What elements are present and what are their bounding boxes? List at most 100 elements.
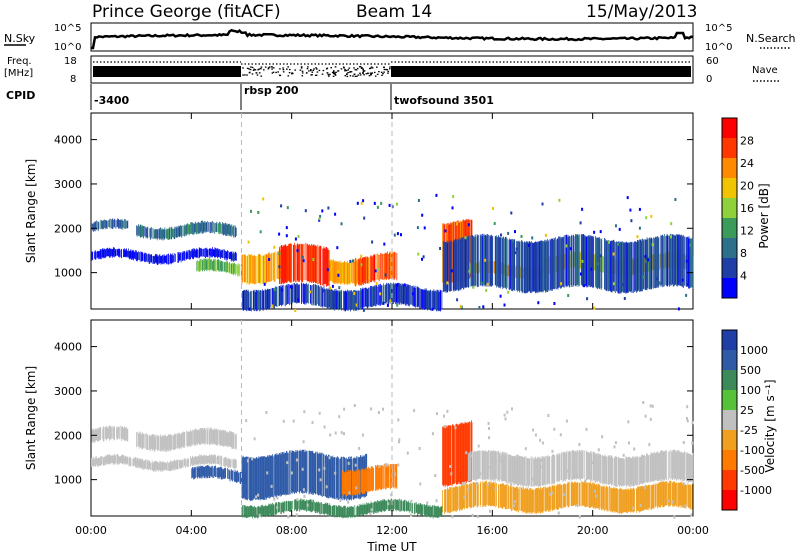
range-time-cell [400, 283, 402, 305]
range-time-cell [627, 488, 629, 513]
range-time-cell [166, 228, 168, 240]
range-time-cell [161, 462, 163, 470]
range-time-cell [521, 456, 523, 486]
range-time-cell [212, 429, 213, 444]
range-time-cell [360, 455, 361, 499]
range-time-cell [656, 483, 658, 507]
range-time-cell [190, 251, 191, 260]
range-time-cell [189, 432, 191, 446]
range-time-cell [292, 451, 294, 492]
range-time-cell [198, 455, 200, 464]
range-time-cell [112, 426, 114, 439]
range-time-cell [437, 505, 439, 518]
freq-scatter-dot [316, 68, 318, 70]
range-time-cell [188, 249, 190, 260]
range-time-cell [621, 283, 624, 287]
range-time-cell [309, 244, 311, 283]
range-time-cell [585, 427, 588, 431]
range-time-cell [466, 483, 467, 509]
range-time-cell [177, 459, 179, 470]
range-time-cell [294, 452, 296, 494]
range-time-cell [515, 247, 518, 251]
range-time-cell [649, 237, 651, 290]
range-time-cell [210, 259, 211, 270]
range-time-cell [323, 248, 324, 285]
range-time-cell [121, 248, 122, 259]
range-time-cell [612, 241, 613, 292]
range-time-cell [462, 482, 465, 486]
range-time-cell [144, 459, 146, 469]
range-time-cell [360, 470, 362, 493]
freq-scatter-dot [318, 69, 321, 72]
range-time-cell [573, 234, 575, 286]
range-time-cell [309, 290, 311, 294]
range-time-cell [335, 288, 337, 309]
range-time-cell [536, 242, 538, 293]
range-time-cell [311, 450, 313, 493]
range-time-cell [610, 487, 612, 511]
range-time-cell [302, 440, 305, 444]
range-time-cell [474, 482, 475, 507]
range-time-cell [644, 486, 646, 490]
range-time-cell [297, 243, 299, 281]
range-time-cell [258, 456, 260, 500]
range-time-cell [259, 254, 260, 283]
range-time-cell [339, 499, 342, 503]
range-time-cell [282, 246, 284, 283]
range-time-cell [126, 428, 128, 442]
range-time-cell [458, 238, 460, 291]
range-time-cell [530, 488, 532, 515]
range-time-cell [351, 456, 353, 501]
range-time-cell [679, 483, 681, 506]
range-time-cell [345, 290, 347, 311]
range-time-cell [222, 261, 223, 272]
range-time-cell [363, 288, 365, 307]
range-time-cell [597, 262, 600, 266]
range-time-cell [249, 505, 251, 517]
range-time-cell [545, 487, 546, 512]
range-time-cell [370, 503, 371, 513]
range-time-cell [642, 455, 645, 459]
range-time-cell [161, 436, 163, 452]
range-time-cell [567, 481, 569, 508]
range-time-cell [444, 229, 447, 233]
range-time-cell [478, 263, 480, 274]
range-time-cell [354, 463, 357, 467]
range-time-cell [585, 483, 587, 507]
range-time-cell [231, 470, 233, 481]
range-time-cell [318, 468, 321, 472]
colorbar-swatch [722, 258, 737, 278]
range-time-cell [200, 247, 202, 256]
range-time-cell [223, 222, 225, 236]
range-time-cell [343, 472, 345, 496]
range-time-cell [618, 457, 620, 486]
range-time-cell [677, 483, 679, 507]
range-time-cell [349, 507, 351, 517]
range-time-cell [496, 451, 497, 480]
range-time-cell [605, 456, 607, 485]
range-time-cell [208, 222, 210, 233]
range-time-cell [467, 236, 469, 287]
range-time-cell [622, 241, 623, 292]
range-time-cell [205, 258, 206, 270]
range-time-cell [384, 284, 386, 304]
range-time-cell [479, 483, 481, 507]
range-time-cell [650, 214, 653, 218]
range-time-cell [383, 500, 385, 511]
range-time-cell [195, 467, 196, 478]
range-time-cell [490, 456, 493, 460]
range-time-cell [634, 241, 636, 291]
freq-scatter-dot [282, 69, 285, 71]
cpid-label: CPID [6, 89, 35, 102]
range-time-cell [432, 505, 433, 517]
range-time-cell [477, 450, 479, 479]
freq-scatter-dot [332, 72, 335, 75]
range-time-cell [193, 457, 195, 465]
range-time-cell [323, 453, 324, 496]
range-time-cell [400, 283, 402, 303]
range-time-cell [223, 458, 225, 466]
range-time-cell [378, 500, 380, 513]
range-time-cell [183, 431, 185, 448]
range-time-cell [460, 487, 462, 510]
range-time-cell [659, 482, 660, 508]
